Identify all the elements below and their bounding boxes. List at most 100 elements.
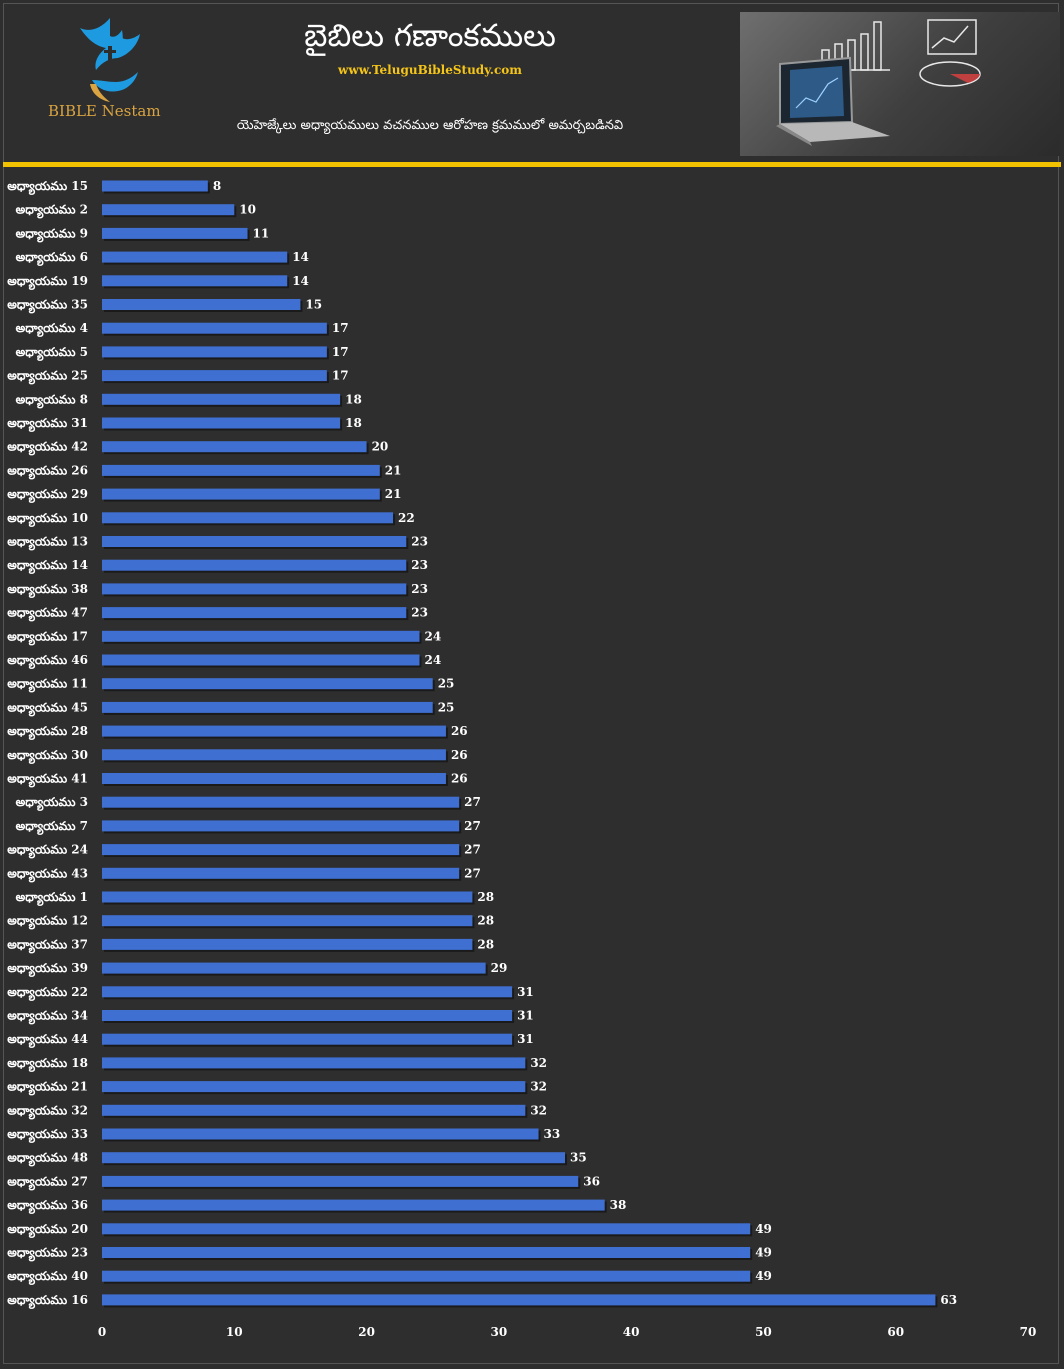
- data-label: 29: [491, 961, 508, 975]
- laptop-charts-image-icon: [740, 12, 1060, 156]
- data-label: 28: [477, 914, 494, 928]
- category-label: అధ్యాయము 20: [7, 1222, 88, 1238]
- category-label: అధ్యాయము 7: [16, 819, 88, 835]
- x-tick-label: 20: [358, 1325, 375, 1339]
- data-label: 14: [292, 250, 309, 264]
- data-label: 28: [477, 937, 494, 951]
- bar: [102, 1294, 936, 1306]
- data-label: 23: [411, 606, 428, 620]
- category-label: అధ్యాయము 16: [7, 1293, 88, 1309]
- data-label: 17: [332, 345, 349, 359]
- bar: [102, 701, 433, 713]
- bar: [102, 1270, 751, 1282]
- category-label: అధ్యాయము 18: [7, 1056, 88, 1072]
- bar: [102, 725, 446, 737]
- x-tick-label: 60: [887, 1325, 904, 1339]
- data-label: 10: [239, 203, 256, 217]
- bar: [102, 204, 235, 216]
- data-label: 38: [610, 1198, 627, 1212]
- data-label: 24: [424, 653, 441, 667]
- category-label: అధ్యాయము 26: [7, 463, 88, 479]
- data-label: 28: [477, 890, 494, 904]
- bar: [102, 251, 288, 263]
- data-label: 18: [345, 392, 362, 406]
- category-label: అధ్యాయము 27: [7, 1174, 88, 1190]
- bar: [102, 488, 380, 500]
- bar: [102, 773, 446, 784]
- header: BIBLE Nestam బైబిలు గణాంకములు www.Telugu…: [0, 0, 1064, 162]
- category-label: అధ్యాయము 9: [16, 226, 88, 242]
- category-label: అధ్యాయము 48: [7, 1151, 88, 1167]
- category-label: అధ్యాయము 40: [7, 1269, 88, 1285]
- data-label: 26: [451, 748, 468, 762]
- data-label: 49: [755, 1269, 772, 1283]
- data-label: 24: [424, 629, 441, 643]
- bar: [102, 1104, 526, 1116]
- bar: [102, 607, 407, 619]
- bar: [102, 630, 420, 642]
- category-label: అధ్యాయము 2: [16, 203, 88, 219]
- data-label: 25: [438, 700, 455, 714]
- bar: [102, 654, 420, 666]
- bar: [102, 867, 460, 879]
- page-subtitle: యెహెజ్కేలు అధ్యాయములు వచనముల ఆరోహణ క్రమమ…: [236, 118, 624, 133]
- dove-hands-logo-icon: [80, 18, 140, 102]
- bar: [102, 1033, 513, 1045]
- category-label: అధ్యాయము 36: [7, 1198, 88, 1214]
- x-tick-label: 40: [623, 1325, 640, 1339]
- data-label: 32: [530, 1080, 547, 1094]
- logo-wordmark: BIBLE Nestam: [48, 102, 161, 120]
- website-link[interactable]: www.TeluguBibleStudy.com: [338, 63, 522, 77]
- bar: [102, 820, 460, 832]
- bar: [102, 464, 380, 476]
- header-divider: [3, 162, 1061, 167]
- data-label: 27: [464, 866, 481, 880]
- category-label: అధ్యాయము 10: [7, 511, 88, 527]
- data-label: 49: [755, 1246, 772, 1260]
- bar: [102, 938, 473, 950]
- category-label: అధ్యాయము 8: [16, 392, 88, 408]
- bar: [102, 1175, 579, 1187]
- data-label: 17: [332, 321, 349, 335]
- category-label: అధ్యాయము 23: [7, 1246, 88, 1262]
- bar: [102, 583, 407, 595]
- x-tick-label: 50: [755, 1325, 772, 1339]
- category-label: అధ్యాయము 25: [7, 369, 88, 385]
- data-label: 20: [372, 440, 389, 454]
- bar: [102, 346, 327, 358]
- category-label: అధ్యాయము 43: [7, 866, 88, 882]
- data-label: 23: [411, 582, 428, 596]
- data-label: 21: [385, 463, 402, 477]
- bar: [102, 512, 394, 524]
- data-label: 15: [305, 298, 322, 312]
- data-label: 23: [411, 535, 428, 549]
- bar: [102, 1247, 751, 1258]
- category-label: అధ్యాయము 29: [7, 487, 88, 503]
- bar: [102, 1010, 513, 1021]
- x-tick-label: 30: [491, 1325, 508, 1339]
- category-label: అధ్యాయము 33: [7, 1127, 88, 1143]
- data-label: 18: [345, 416, 362, 430]
- data-label: 31: [517, 1032, 534, 1046]
- bar: [102, 796, 460, 808]
- bar: [102, 844, 460, 856]
- bar: [102, 962, 486, 974]
- data-label: 27: [464, 795, 481, 809]
- bar: [102, 370, 327, 382]
- bar: [102, 749, 446, 761]
- data-label: 26: [451, 772, 468, 786]
- data-label: 27: [464, 819, 481, 833]
- data-label: 35: [570, 1151, 587, 1165]
- data-label: 17: [332, 369, 349, 383]
- data-label: 22: [398, 511, 415, 525]
- category-label: అధ్యాయము 4: [16, 321, 88, 337]
- x-tick-label: 70: [1020, 1325, 1037, 1339]
- category-label: అధ్యాయము 3: [16, 795, 88, 811]
- bar: [102, 299, 301, 310]
- bar: [102, 678, 433, 690]
- data-label: 36: [583, 1174, 600, 1188]
- category-label: అధ్యాయము 46: [7, 653, 88, 669]
- category-label: అధ్యాయము 31: [7, 416, 88, 432]
- category-label: అధ్యాయము 22: [7, 985, 88, 1001]
